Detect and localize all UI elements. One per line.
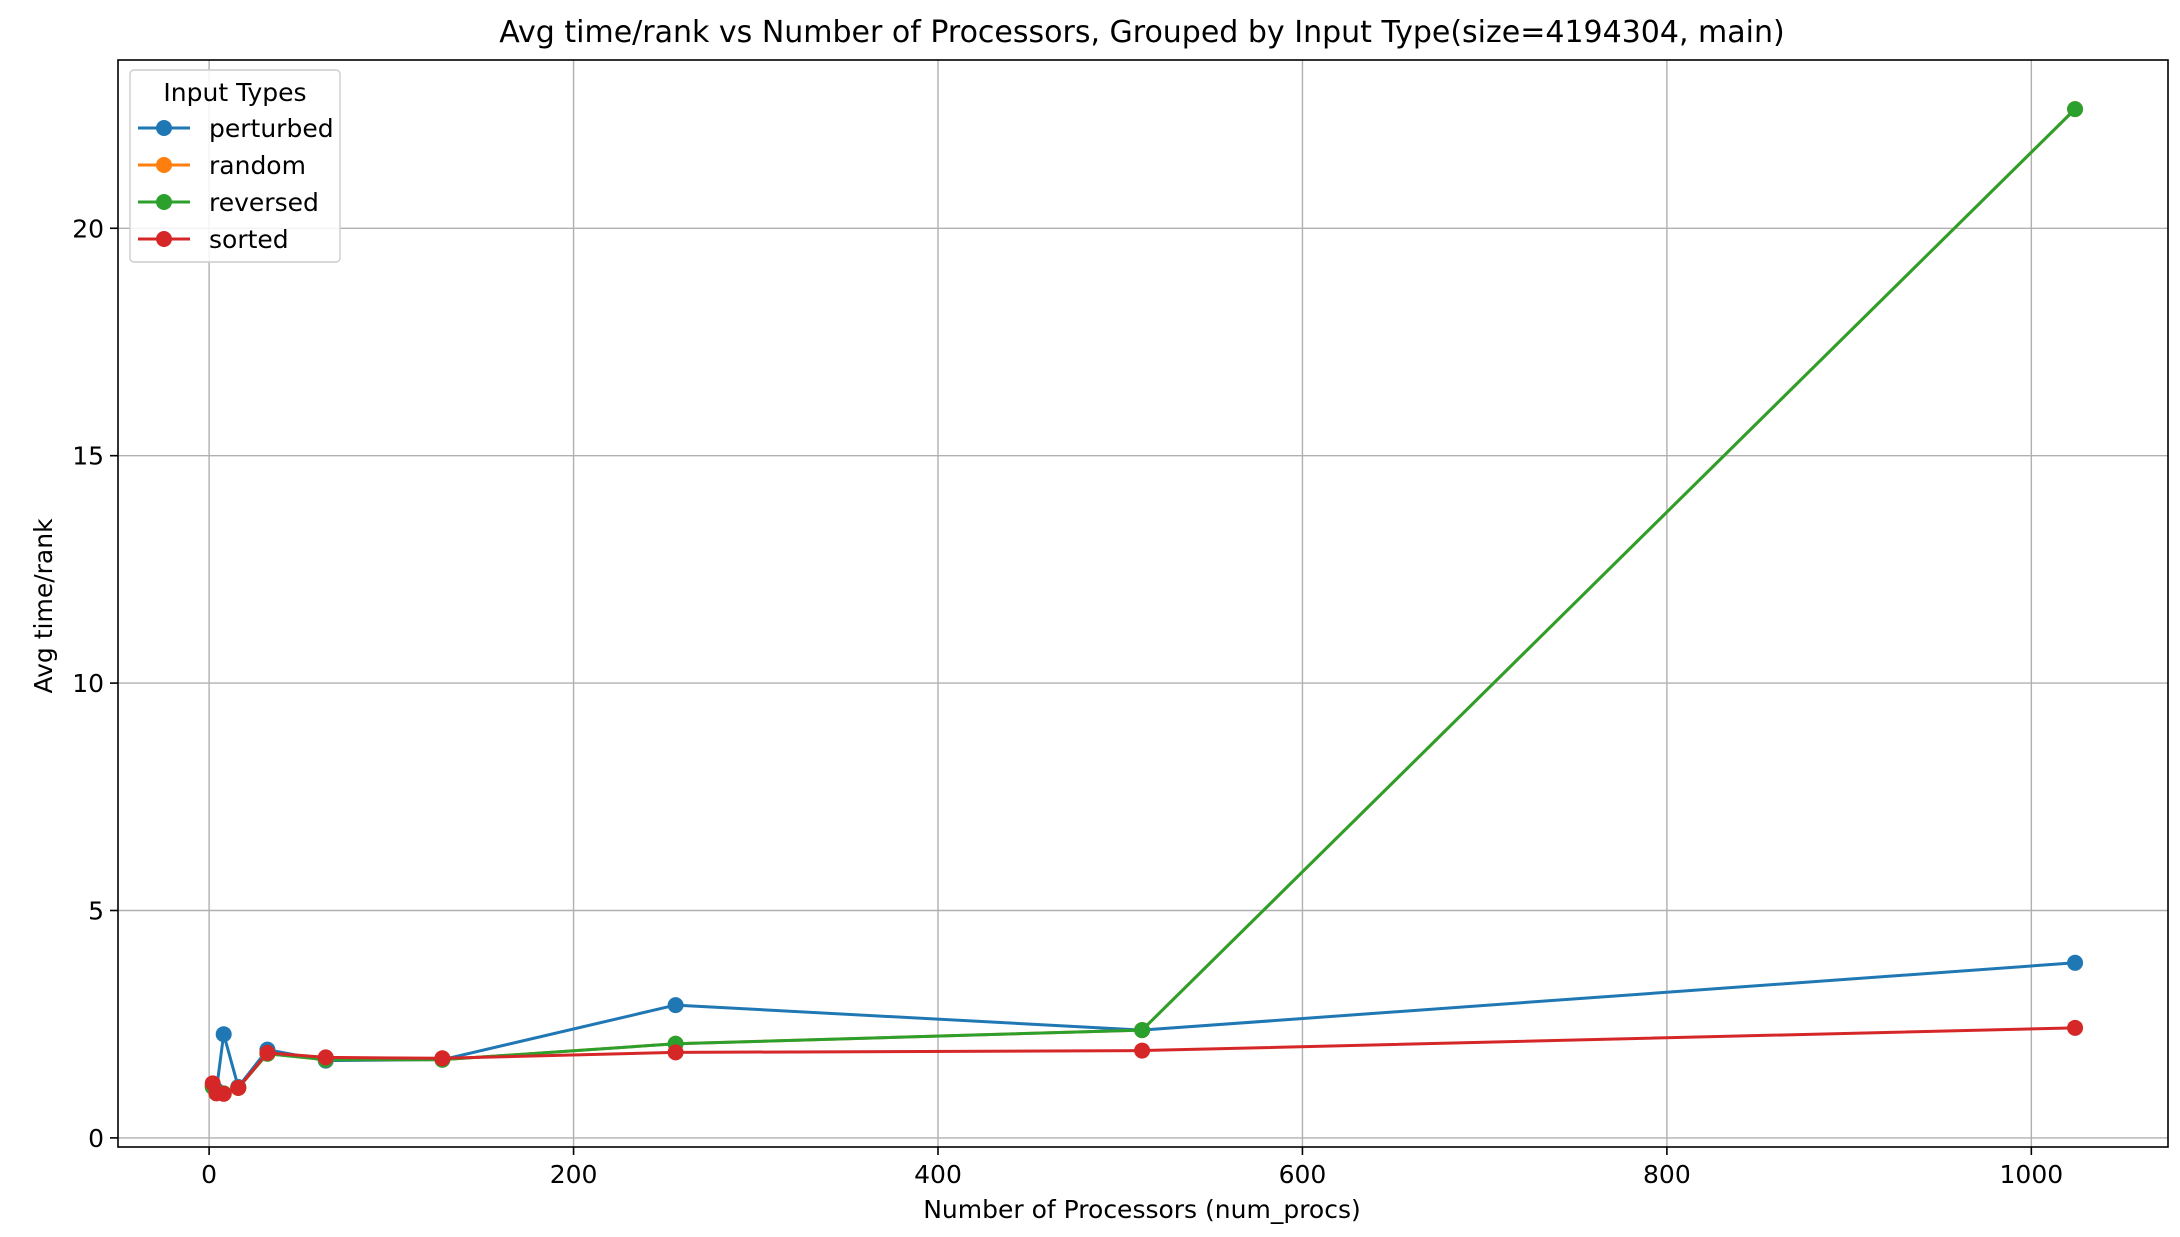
data-point-sorted xyxy=(317,1049,334,1066)
data-point-sorted xyxy=(2067,1019,2084,1036)
series-group xyxy=(204,101,2084,1102)
data-point-sorted xyxy=(1134,1042,1151,1059)
grid xyxy=(118,60,2168,1147)
data-point-sorted xyxy=(667,1044,684,1061)
series-sorted xyxy=(204,1019,2084,1102)
y-tick-label: 15 xyxy=(72,442,104,471)
x-axis-label: Number of Processors (num_procs) xyxy=(923,1195,1361,1224)
y-tick-label: 0 xyxy=(88,1124,104,1153)
legend: Input Types perturbed random reversed sorte… xyxy=(129,69,341,263)
y-axis-label: Avg time/rank xyxy=(29,518,58,694)
x-tick-label: 1000 xyxy=(2000,1160,2064,1189)
x-tick-label: 800 xyxy=(1643,1160,1691,1189)
legend-label-reversed: reversed xyxy=(209,188,319,217)
x-tick-label: 400 xyxy=(914,1160,962,1189)
legend-marker-reversed xyxy=(156,194,172,210)
legend-title: Input Types xyxy=(163,78,306,107)
legend-marker-perturbed xyxy=(156,120,172,136)
data-point-sorted xyxy=(215,1085,232,1102)
data-point-sorted xyxy=(230,1079,247,1096)
data-point-sorted xyxy=(434,1050,451,1067)
chart-title: Avg time/rank vs Number of Processors, G… xyxy=(499,15,1784,50)
legend-label-sorted: sorted xyxy=(209,225,289,254)
plot-area-frame xyxy=(117,59,2169,1148)
legend-marker-sorted xyxy=(156,231,172,247)
legend-marker-random xyxy=(156,157,172,173)
data-point-sorted xyxy=(259,1044,276,1061)
data-point-perturbed xyxy=(667,997,684,1014)
series-random xyxy=(204,101,2084,1102)
x-tick-label: 200 xyxy=(550,1160,598,1189)
x-tick-label: 0 xyxy=(201,1160,217,1189)
data-point-reversed xyxy=(1134,1022,1151,1039)
data-point-reversed xyxy=(2067,101,2084,118)
y-tick-label: 10 xyxy=(72,669,104,698)
data-point-perturbed xyxy=(2067,954,2084,971)
y-tick-label: 20 xyxy=(72,214,104,243)
legend-label-random: random xyxy=(209,151,306,180)
data-point-perturbed xyxy=(215,1026,232,1043)
series-line-random xyxy=(211,108,2077,1095)
y-tick-label: 5 xyxy=(88,896,104,925)
legend-label-perturbed: perturbed xyxy=(209,114,334,143)
axis-ticks: 0 200 400 600 800 1000 0 5 10 15 20 xyxy=(72,214,2063,1189)
legend-box xyxy=(129,69,341,263)
series-reversed xyxy=(204,101,2084,1102)
series-line-reversed xyxy=(211,108,2077,1095)
x-tick-label: 600 xyxy=(1279,1160,1327,1189)
